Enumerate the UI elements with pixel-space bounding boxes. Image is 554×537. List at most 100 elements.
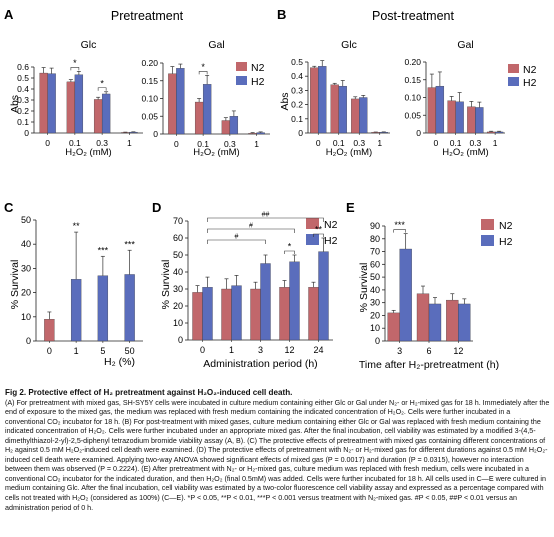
- y-tick-label: 90: [370, 221, 380, 231]
- legend-d-h2-label: H2: [324, 235, 338, 247]
- panel-letter-d: D: [152, 200, 161, 215]
- y-tick-label: 0.10: [141, 94, 158, 104]
- legend-a-h2-swatch: [236, 76, 247, 85]
- bar-n2-2: [250, 288, 261, 341]
- bar-h2-1: [231, 285, 242, 341]
- bar-h2-3: [289, 261, 300, 341]
- chart-e: 0 10 20 30 40 50 60 70 80 90 % Survival 3 6 12 *** Time…: [358, 220, 499, 371]
- legend-a-h2-label: H2: [251, 76, 265, 88]
- x-axis-label: H₂ (%): [104, 356, 135, 368]
- bar-n2-3: [248, 133, 257, 135]
- y-tick-label: 0.3: [17, 95, 29, 105]
- legend-d: N2 H2: [306, 218, 338, 247]
- bar-h2-2: [475, 107, 484, 134]
- legend-d-h2-swatch: [306, 234, 319, 245]
- bar-h2-1: [428, 303, 442, 342]
- bar-n2-3: [121, 132, 130, 134]
- y-tick-label: 40: [21, 239, 31, 249]
- significance-bracket: [70, 67, 80, 71]
- legend-e-h2-swatch: [481, 235, 494, 246]
- bar-h2-1: [455, 101, 464, 134]
- bar-value-2: [97, 275, 109, 342]
- bar-h2-0: [399, 248, 412, 342]
- legend-b-n2-swatch: [508, 64, 519, 73]
- bar-n2-2: [93, 99, 103, 134]
- y-tick-label: 0: [298, 128, 303, 138]
- significance-mark: ***: [394, 220, 405, 230]
- bar-n2-1: [194, 101, 204, 135]
- y-tick-label: 0.1: [291, 114, 303, 124]
- y-tick-label: 30: [370, 298, 380, 308]
- significance-mark: *: [201, 62, 205, 72]
- x-tick-label: 0: [434, 138, 439, 148]
- panel-title-pretreatment: Pretreatment: [111, 9, 184, 23]
- x-axis-label: H₂O₂ (mM): [193, 147, 239, 158]
- significance-mark: ***: [124, 239, 135, 249]
- bar-value-0: [44, 319, 55, 342]
- x-axis-label: Administration period (h): [203, 358, 317, 370]
- x-tick-label: 0.1: [450, 138, 462, 148]
- legend-a-n2-swatch: [236, 62, 247, 71]
- bar-n2-0: [427, 87, 437, 134]
- x-tick-label: 1: [127, 138, 132, 148]
- bar-h2-4: [318, 251, 329, 341]
- legend-a-n2-label: N2: [251, 62, 265, 74]
- panel-letter-b: B: [277, 7, 286, 22]
- y-tick-label: 50: [21, 215, 31, 225]
- y-tick-label: 0.05: [404, 110, 421, 120]
- x-tick-label: 0.3: [353, 138, 365, 148]
- chart-a-gal: 0 0.05 0.10 0.15 0.20 Gal 0 0.1 0.3 1 * H₂O₂ (mM): [141, 39, 270, 158]
- y-tick-label: 10: [21, 312, 31, 322]
- comparison-bracket: [207, 239, 266, 244]
- x-tick-label: 0.1: [197, 139, 209, 149]
- x-tick-label: 0: [45, 138, 50, 148]
- y-tick-label: 70: [173, 216, 183, 226]
- chart-b-gal: 0 0.05 0.10 0.15 0.20 Gal 0 0.1 0.3 1 H₂O₂ (mM): [404, 39, 505, 158]
- legend-b-h2-swatch: [508, 77, 519, 86]
- x-tick-label: 0: [316, 138, 321, 148]
- y-tick-label: 40: [370, 285, 380, 295]
- y-axis-label: Abs: [9, 95, 21, 113]
- x-tick-label: 5: [100, 346, 105, 356]
- y-tick-label: 0.05: [141, 111, 158, 121]
- y-tick-label: 0.15: [404, 75, 421, 85]
- y-axis-label: % Survival: [160, 260, 172, 310]
- y-axis-label: % Survival: [9, 260, 21, 310]
- bar-h2-0: [202, 287, 213, 341]
- legend-b-n2-label: N2: [523, 64, 537, 76]
- y-tick-label: 60: [173, 233, 183, 243]
- legend-e: N2 H2: [481, 219, 513, 248]
- bar-n2-3: [279, 287, 290, 341]
- y-tick-label: 10: [370, 323, 380, 333]
- comparison-mark: #: [249, 223, 253, 230]
- bar-h2-3: [129, 131, 138, 134]
- x-tick-label: 1: [493, 138, 498, 148]
- bar-n2-3: [486, 131, 496, 134]
- legend-d-n2-swatch: [306, 218, 319, 229]
- bar-n2-2: [467, 106, 476, 134]
- y-tick-label: 10: [173, 318, 183, 328]
- x-tick-label: 3: [397, 346, 402, 356]
- caption-title: Fig 2. Protective effect of H₂ pretreatm…: [5, 388, 293, 397]
- x-tick-label: 1: [254, 139, 259, 149]
- significance-mark: *: [100, 78, 104, 88]
- y-tick-label: 0.5: [17, 73, 29, 83]
- bar-h2-0: [318, 66, 327, 134]
- bar-n2-4: [308, 287, 319, 341]
- y-tick-label: 0.6: [17, 62, 29, 72]
- x-tick-label: 12: [284, 345, 294, 355]
- significance-mark: **: [315, 225, 323, 235]
- legend-b: N2 H2: [508, 64, 537, 89]
- chart-title: Gal: [457, 39, 473, 51]
- panel-letter-e: E: [346, 200, 355, 215]
- y-tick-label: 0.20: [404, 57, 421, 67]
- y-tick-label: 0.3: [291, 85, 303, 95]
- bar-n2-1: [221, 288, 232, 341]
- bar-n2-2: [351, 98, 360, 134]
- bar-h2-0: [47, 73, 56, 134]
- significance-bracket: [198, 71, 208, 75]
- bar-n2-0: [310, 67, 319, 134]
- bar-h2-3: [256, 132, 265, 135]
- y-tick-label: 0: [416, 128, 421, 138]
